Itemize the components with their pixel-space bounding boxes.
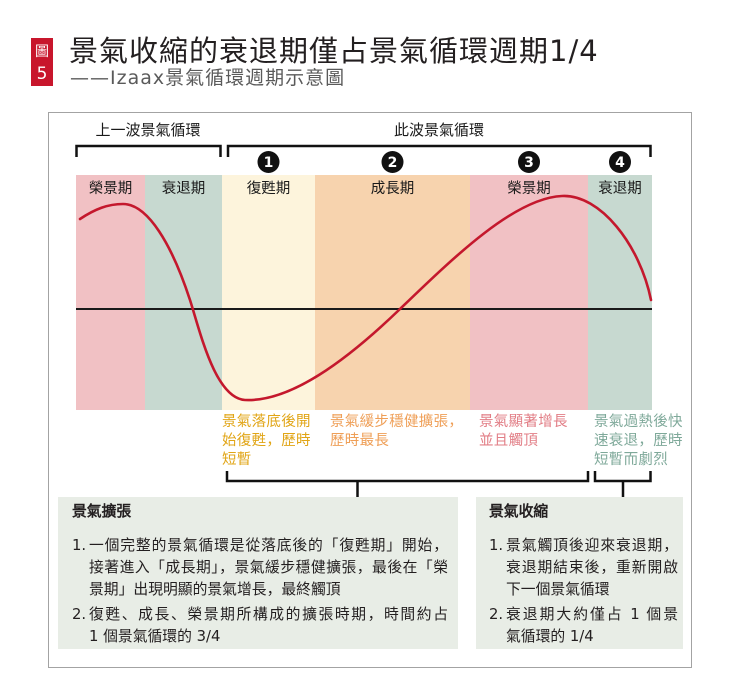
band-previous-recession xyxy=(145,175,222,410)
panel-title: 景氣擴張 xyxy=(72,503,132,520)
item-line: 衰退期結束後，重新開啟 xyxy=(506,559,678,576)
note-line: 短暫 xyxy=(222,452,252,468)
figure-number: 5 xyxy=(36,64,48,84)
item-line: 景氣觸頂後迎來衰退期， xyxy=(506,537,678,554)
note-line: 景氣顯著增長 xyxy=(479,414,568,430)
band-label-previous-boom: 榮景期 xyxy=(89,180,133,197)
expansion-bracket xyxy=(225,471,590,497)
figure-tag: 圖 5 xyxy=(31,38,53,86)
note-recession: 景氣過熱後快 速衰退，歷時 短暫而劇烈 xyxy=(594,413,683,470)
panel-title: 景氣收縮 xyxy=(489,503,549,520)
step-number: 3 xyxy=(524,155,534,171)
band-label-recovery: 復甦期 xyxy=(247,180,291,197)
step-marker-1: 1 xyxy=(257,151,280,173)
step-number: 1 xyxy=(264,155,274,171)
item-number: 2. xyxy=(489,606,504,623)
note-recovery: 景氣落底後開 始復甦，歷時 短暫 xyxy=(222,413,311,470)
step-marker-2: 2 xyxy=(381,151,404,173)
item-number: 2. xyxy=(72,606,87,623)
note-boom: 景氣顯著增長 並且觸頂 xyxy=(479,413,568,451)
item-text: 復甦、成長、榮景期所構成的擴張時期，時間約占 1 個景氣循環的 3/4 xyxy=(89,604,448,648)
item-line: 景期」出現明顯的景氣增長，最終觸頂 xyxy=(89,581,341,598)
step-marker-3: 3 xyxy=(518,151,540,173)
band-recession xyxy=(588,175,652,410)
item-line: 一個完整的景氣循環是從落底後的「復甦期」開始， xyxy=(89,537,448,554)
item-text: 衰退期大約僅占 1 個景 氣循環的 1/4 xyxy=(506,604,678,648)
band-growth xyxy=(315,175,470,410)
expansion-panel: 景氣擴張 1. 一個完整的景氣循環是從落底後的「復甦期」開始， 接著進入「成長期… xyxy=(58,497,458,649)
item-number: 1. xyxy=(489,537,504,554)
step-marker-circle xyxy=(381,151,404,173)
item-line: 1 個景氣循環的 3/4 xyxy=(89,628,221,645)
note-line: 景氣落底後開 xyxy=(222,414,311,430)
band-recovery xyxy=(222,175,315,410)
step-number: 2 xyxy=(388,155,398,171)
list-item: 1. 一個完整的景氣循環是從落底後的「復甦期」開始， 接著進入「成長期」，景氣緩… xyxy=(72,535,458,601)
band-label-boom: 榮景期 xyxy=(507,180,551,197)
note-line: 速衰退，歷時 xyxy=(594,433,683,449)
current-cycle-label: 此波景氣循環 xyxy=(394,121,484,139)
note-growth: 景氣緩步穩健擴張， 歷時最長 xyxy=(330,413,463,451)
step-marker-circle xyxy=(518,151,540,173)
note-line: 歷時最長 xyxy=(330,433,390,449)
phase-bands xyxy=(76,175,652,410)
step-marker-4: 4 xyxy=(609,151,631,173)
figure-subtitle: ——Izaax景氣循環週期示意圖 xyxy=(70,67,346,89)
item-number: 1. xyxy=(72,537,87,554)
band-label-recession: 衰退期 xyxy=(598,180,642,197)
panel-items: 1. 景氣觸頂後迎來衰退期， 衰退期結束後，重新開啟 下一個景氣循環 2. 衰退… xyxy=(489,535,683,648)
band-label-previous-recession: 衰退期 xyxy=(162,180,206,197)
business-cycle-curve xyxy=(78,194,653,402)
band-boom xyxy=(470,175,588,410)
diagram-frame xyxy=(48,112,692,668)
item-line: 衰退期大約僅占 1 個景 xyxy=(506,606,678,623)
previous-cycle-label: 上一波景氣循環 xyxy=(95,121,200,139)
item-line: 下一個景氣循環 xyxy=(506,581,610,598)
item-text: 景氣觸頂後迎來衰退期， 衰退期結束後，重新開啟 下一個景氣循環 xyxy=(506,535,678,601)
note-line: 並且觸頂 xyxy=(479,433,539,449)
previous-cycle-bracket-line xyxy=(75,144,222,157)
current-cycle-bracket-line xyxy=(226,144,652,157)
item-line: 復甦、成長、榮景期所構成的擴張時期，時間約占 xyxy=(89,606,448,623)
list-item: 1. 景氣觸頂後迎來衰退期， 衰退期結束後，重新開啟 下一個景氣循環 xyxy=(489,535,683,601)
step-number: 4 xyxy=(615,155,625,171)
step-marker-circle xyxy=(609,151,631,173)
panel-items: 1. 一個完整的景氣循環是從落底後的「復甦期」開始， 接著進入「成長期」，景氣緩… xyxy=(72,535,458,648)
note-line: 景氣過熱後快 xyxy=(594,414,683,430)
figure-tag-label: 圖 xyxy=(35,44,49,60)
contraction-bracket xyxy=(593,471,652,497)
current-cycle-bracket: 此波景氣循環 xyxy=(226,121,652,157)
contraction-panel: 景氣收縮 1. 景氣觸頂後迎來衰退期， 衰退期結束後，重新開啟 下一個景氣循環 … xyxy=(476,497,683,649)
item-line: 氣循環的 1/4 xyxy=(506,628,594,645)
list-item: 2. 復甦、成長、榮景期所構成的擴張時期，時間約占 1 個景氣循環的 3/4 xyxy=(72,604,458,648)
band-previous-boom xyxy=(76,175,145,410)
list-item: 2. 衰退期大約僅占 1 個景 氣循環的 1/4 xyxy=(489,604,683,648)
item-text: 一個完整的景氣循環是從落底後的「復甦期」開始， 接著進入「成長期」，景氣緩步穩健… xyxy=(89,535,448,601)
note-line: 景氣緩步穩健擴張， xyxy=(330,414,464,430)
note-line: 始復甦，歷時 xyxy=(222,433,311,449)
step-markers: 1 2 3 4 xyxy=(257,151,631,173)
figure-title: 景氣收縮的衰退期僅占景氣循環週期1/4 xyxy=(69,34,599,68)
step-marker-circle xyxy=(257,151,280,173)
item-line: 接著進入「成長期」，景氣緩步穩健擴張，最後在「榮 xyxy=(89,559,448,576)
phase-labels: 榮景期 衰退期 復甦期 成長期 榮景期 衰退期 xyxy=(89,180,642,197)
previous-cycle-bracket: 上一波景氣循環 xyxy=(75,121,222,157)
note-line: 短暫而劇烈 xyxy=(594,452,668,468)
band-label-growth: 成長期 xyxy=(371,180,415,197)
